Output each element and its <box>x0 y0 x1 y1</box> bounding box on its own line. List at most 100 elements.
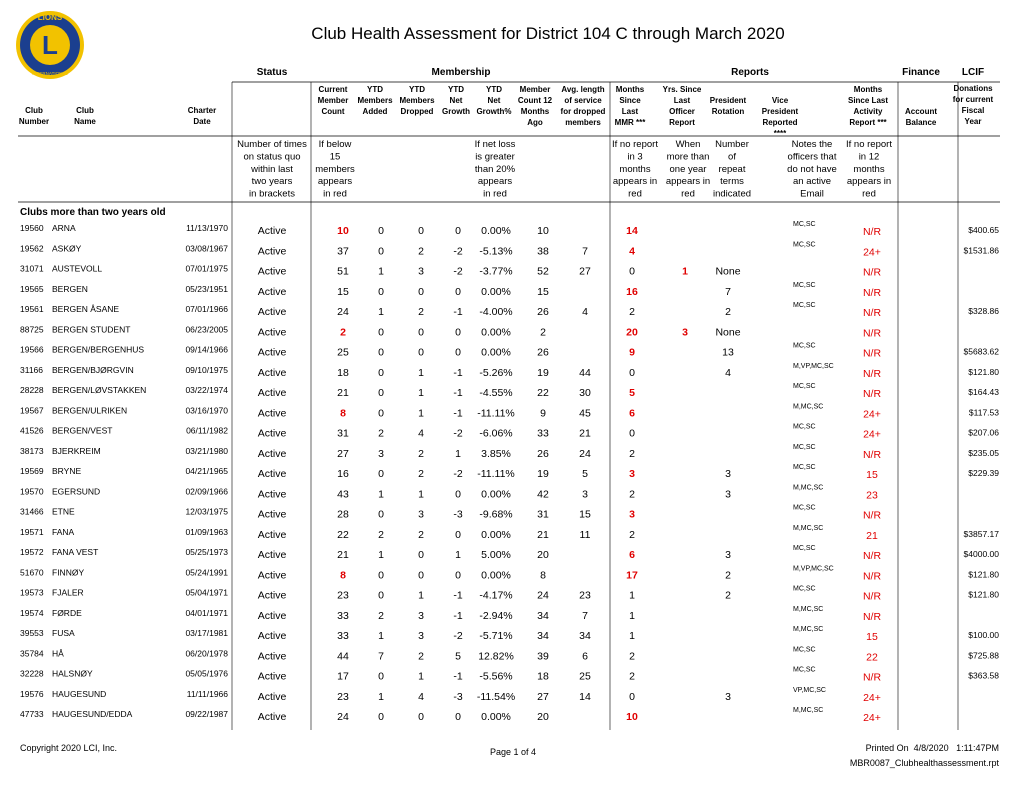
cell: 6 <box>629 549 635 561</box>
cell: 15 <box>337 286 349 298</box>
cell: 25 <box>579 671 591 683</box>
cell: 1 <box>629 610 635 622</box>
cell: 1 <box>629 590 635 602</box>
cell: -1 <box>453 306 462 318</box>
cell: 0 <box>378 326 384 338</box>
cell: 24+ <box>863 429 881 441</box>
column-note: appears in <box>666 176 710 187</box>
column-note: in 12 <box>859 151 880 162</box>
cell: 2 <box>629 448 635 460</box>
cell: EGERSUND <box>52 486 100 496</box>
column-header: Activity <box>854 107 883 116</box>
cell: 6 <box>629 407 635 419</box>
column-header: for current <box>953 95 994 104</box>
cell: 1 <box>418 590 424 602</box>
cell: 21 <box>337 387 349 399</box>
cell: Active <box>258 326 287 338</box>
column-header: Report *** <box>849 118 887 127</box>
cell: 7 <box>582 245 588 257</box>
cell: 47733 <box>20 709 44 719</box>
cell: 33 <box>537 428 549 440</box>
cell: 12/03/1975 <box>185 507 228 517</box>
column-header: **** <box>774 129 787 138</box>
cell: 0 <box>455 569 461 581</box>
cell: Active <box>258 286 287 298</box>
column-header: Growth% <box>476 107 511 116</box>
cell: HAUGESUND <box>52 689 106 699</box>
cell: 30 <box>579 387 591 399</box>
cell: 3.85% <box>481 448 511 460</box>
cell: 2 <box>629 306 635 318</box>
cell: $328.86 <box>968 306 999 316</box>
cell: 4 <box>418 428 424 440</box>
column-header: Donations <box>953 84 993 93</box>
cell: 19 <box>537 367 549 379</box>
column-note: in brackets <box>249 189 295 200</box>
cell: 31 <box>337 428 349 440</box>
column-note: Email <box>800 189 824 200</box>
cell: FINNØY <box>52 567 84 577</box>
column-header: Year <box>965 117 982 126</box>
cell: 18 <box>537 671 549 683</box>
cell: HALSNØY <box>52 669 93 679</box>
cell: 0 <box>629 266 635 278</box>
cell: MC,SC <box>793 221 816 228</box>
cell: 31166 <box>20 365 43 375</box>
column-note: 15 <box>330 151 341 162</box>
column-note: do not have <box>787 164 837 175</box>
cell: BERGEN/ULRIKEN <box>52 405 127 415</box>
cell: 2 <box>725 569 731 581</box>
cell: 26 <box>537 306 549 318</box>
cell: -4.55% <box>479 387 512 399</box>
cell: $100.00 <box>968 630 999 640</box>
column-note: members <box>315 164 355 175</box>
cell: HAUGESUND/EDDA <box>52 709 133 719</box>
cell: 05/04/1971 <box>185 588 228 598</box>
cell: 06/23/2005 <box>185 324 228 334</box>
cell: 0 <box>629 691 635 703</box>
cell: MC,SC <box>793 505 816 512</box>
column-note: indicated <box>713 189 751 200</box>
column-header: Ago <box>527 118 543 127</box>
cell: 16 <box>337 468 349 480</box>
column-header: members <box>565 118 601 127</box>
cell: M,MC,SC <box>793 626 823 633</box>
cell: 1 <box>629 630 635 642</box>
cell: 4 <box>629 245 635 257</box>
cell: 15 <box>866 631 878 643</box>
cell: 22 <box>537 387 549 399</box>
cell: 15 <box>579 509 591 521</box>
cell: 0.00% <box>481 326 511 338</box>
cell: N/R <box>863 510 882 522</box>
report-name: MBR0087_Clubhealthassessment.rpt <box>850 758 1000 768</box>
cell: 0 <box>418 347 424 359</box>
cell: 05/24/1991 <box>185 567 228 577</box>
cell: 18 <box>337 367 349 379</box>
cell: 20 <box>537 549 549 561</box>
cell: 51 <box>337 266 349 278</box>
cell: Active <box>258 225 287 237</box>
copyright: Copyright 2020 LCI, Inc. <box>20 743 117 753</box>
cell: 16 <box>626 286 638 298</box>
column-header: Account <box>905 107 937 116</box>
cell: N/R <box>863 611 882 623</box>
column-note: more than <box>667 151 710 162</box>
cell: 44 <box>337 650 349 662</box>
cell: 1 <box>378 488 384 500</box>
cell: 31071 <box>20 264 44 274</box>
cell: $363.58 <box>968 671 999 681</box>
cell: 0 <box>629 428 635 440</box>
cell: M,VP,MC,SC <box>793 565 834 572</box>
cell: MC,SC <box>793 646 816 653</box>
cell: $3857.17 <box>964 529 1000 539</box>
cell: -2 <box>453 428 462 440</box>
cell: -1 <box>453 671 462 683</box>
cell: 42 <box>537 488 549 500</box>
cell: 21 <box>537 529 549 541</box>
cell: 1 <box>455 549 461 561</box>
cell: BERGEN <box>52 284 88 294</box>
cell: BJERKREIM <box>52 446 101 456</box>
cell: M,MC,SC <box>793 525 823 532</box>
group-header: Membership <box>432 67 491 78</box>
column-header: Dropped <box>401 107 434 116</box>
